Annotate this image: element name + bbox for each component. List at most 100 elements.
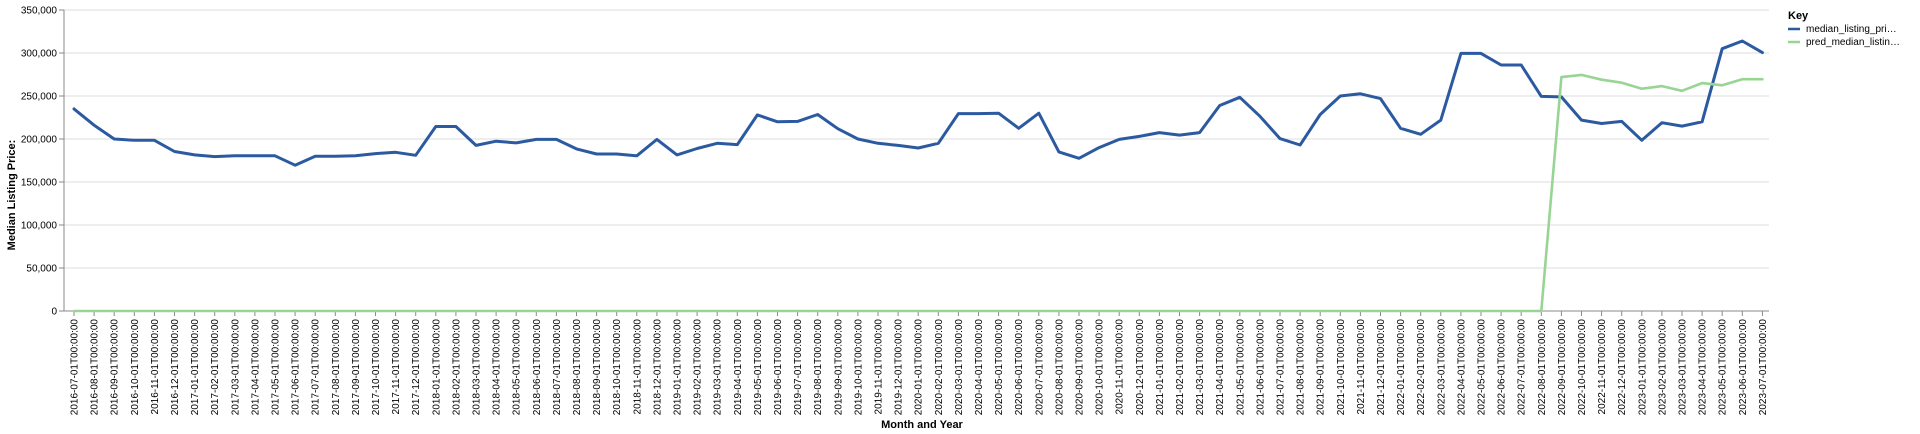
x-tick-label: 2022-08-01T00:00:00 <box>1537 319 1548 416</box>
x-tick-label: 2016-07-01T00:00:00 <box>70 319 81 416</box>
x-tick-label: 2020-04-01T00:00:00 <box>974 319 985 416</box>
x-tick-label: 2020-05-01T00:00:00 <box>994 319 1005 416</box>
x-tick-label: 2018-12-01T00:00:00 <box>652 319 663 416</box>
y-tick-label: 200,000 <box>21 135 58 146</box>
x-tick-label: 2019-07-01T00:00:00 <box>793 319 804 416</box>
y-tick-label: 300,000 <box>21 49 58 60</box>
legend-entry-label: median_listing_pri… <box>1806 24 1897 35</box>
x-tick-label: 2019-06-01T00:00:00 <box>773 319 784 416</box>
x-tick-label: 2017-06-01T00:00:00 <box>291 319 302 416</box>
x-tick-label: 2019-05-01T00:00:00 <box>753 319 764 416</box>
x-tick-label: 2017-10-01T00:00:00 <box>371 319 382 416</box>
x-tick-label: 2022-05-01T00:00:00 <box>1477 319 1488 416</box>
x-tick-label: 2019-04-01T00:00:00 <box>733 319 744 416</box>
x-tick-label: 2022-02-01T00:00:00 <box>1416 319 1427 416</box>
x-tick-label: 2021-10-01T00:00:00 <box>1336 319 1347 416</box>
x-tick-label: 2017-02-01T00:00:00 <box>210 319 221 416</box>
x-tick-label: 2018-07-01T00:00:00 <box>552 319 563 416</box>
x-tick-label: 2021-06-01T00:00:00 <box>1255 319 1266 416</box>
x-tick-label: 2020-12-01T00:00:00 <box>1135 319 1146 416</box>
x-tick-label: 2023-02-01T00:00:00 <box>1657 319 1668 416</box>
x-tick-label: 2017-12-01T00:00:00 <box>411 319 422 416</box>
x-tick-label: 2020-07-01T00:00:00 <box>1034 319 1045 416</box>
x-tick-label: 2022-04-01T00:00:00 <box>1456 319 1467 416</box>
x-tick-label: 2022-06-01T00:00:00 <box>1497 319 1508 416</box>
x-tick-label: 2019-09-01T00:00:00 <box>833 319 844 416</box>
x-tick-label: 2018-06-01T00:00:00 <box>532 319 543 416</box>
x-tick-label: 2017-05-01T00:00:00 <box>271 319 282 416</box>
y-tick-label: 100,000 <box>21 221 58 232</box>
x-tick-label: 2019-11-01T00:00:00 <box>874 319 885 415</box>
x-tick-label: 2017-07-01T00:00:00 <box>311 319 322 416</box>
x-tick-label: 2022-10-01T00:00:00 <box>1577 319 1588 416</box>
x-tick-label: 2016-12-01T00:00:00 <box>170 319 181 416</box>
y-tick-label: 150,000 <box>21 178 58 189</box>
x-tick-label: 2021-09-01T00:00:00 <box>1316 319 1327 416</box>
gridlines <box>64 9 1769 312</box>
y-tick-label: 350,000 <box>21 6 58 17</box>
x-tick-label: 2017-01-01T00:00:00 <box>190 319 201 416</box>
x-axis: 2016-07-01T00:00:00 2016-08-01T00:00:00 20… <box>64 310 1769 416</box>
x-tick-label: 2018-10-01T00:00:00 <box>612 319 623 416</box>
x-tick-label: 2023-06-01T00:00:00 <box>1738 319 1749 416</box>
x-tick-label: 2021-08-01T00:00:00 <box>1296 319 1307 416</box>
x-tick-label: 2020-08-01T00:00:00 <box>1054 319 1065 416</box>
x-tick-label: 2017-04-01T00:00:00 <box>250 319 261 416</box>
x-tick-label: 2017-09-01T00:00:00 <box>351 319 362 416</box>
x-tick-label: 2020-01-01T00:00:00 <box>914 319 925 416</box>
x-tick-label: 2021-07-01T00:00:00 <box>1276 319 1287 416</box>
x-tick-label: 2019-08-01T00:00:00 <box>813 319 824 416</box>
x-tick-label: 2016-11-01T00:00:00 <box>150 319 161 415</box>
legend-title: Key <box>1788 10 1809 22</box>
x-tick-label: 2017-03-01T00:00:00 <box>230 319 241 416</box>
x-tick-label: 2022-12-01T00:00:00 <box>1617 319 1628 416</box>
x-tick-label: 2023-03-01T00:00:00 <box>1678 319 1689 416</box>
series-lines <box>72 39 1764 313</box>
x-tick-label: 2022-09-01T00:00:00 <box>1557 319 1568 416</box>
x-tick-label: 2021-12-01T00:00:00 <box>1376 319 1387 416</box>
x-tick-label: 2021-04-01T00:00:00 <box>1215 319 1226 416</box>
x-tick-label: 2023-07-01T00:00:00 <box>1758 319 1769 416</box>
x-tick-label: 2017-08-01T00:00:00 <box>331 319 342 416</box>
x-tick-label: 2021-02-01T00:00:00 <box>1175 319 1186 416</box>
x-tick-label: 2020-09-01T00:00:00 <box>1075 319 1086 416</box>
x-tick-label: 2022-07-01T00:00:00 <box>1517 319 1528 416</box>
y-axis-title: Median Listing Price: <box>6 140 18 251</box>
x-tick-label: 2022-03-01T00:00:00 <box>1436 319 1447 416</box>
x-tick-label: 2019-01-01T00:00:00 <box>673 319 684 416</box>
x-tick-label: 2019-10-01T00:00:00 <box>853 319 864 416</box>
x-tick-label: 2020-02-01T00:00:00 <box>934 319 945 416</box>
x-tick-label: 2018-02-01T00:00:00 <box>451 319 462 416</box>
x-tick-label: 2021-01-01T00:00:00 <box>1155 319 1166 416</box>
series-line-2[interactable] <box>72 73 1764 313</box>
x-tick-label: 2023-05-01T00:00:00 <box>1718 319 1729 416</box>
x-tick-label: 2020-10-01T00:00:00 <box>1095 319 1106 416</box>
x-tick-label: 2018-01-01T00:00:00 <box>431 319 442 416</box>
x-tick-label: 2022-11-01T00:00:00 <box>1597 319 1608 415</box>
y-tick-label: 50,000 <box>26 264 57 275</box>
y-axis: 0 50,000 100,000 150,000 200,000 250,000 300,0… <box>21 6 65 318</box>
x-tick-label: 2020-03-01T00:00:00 <box>954 319 965 416</box>
x-tick-label: 2019-02-01T00:00:00 <box>693 319 704 416</box>
x-tick-label: 2019-12-01T00:00:00 <box>894 319 905 416</box>
x-axis-title: Month and Year <box>881 419 963 431</box>
legend[interactable]: Key median_listing_pri… pred_median_listi… <box>1788 10 1900 48</box>
x-tick-label: 2022-01-01T00:00:00 <box>1396 319 1407 416</box>
y-tick-label: 250,000 <box>21 92 58 103</box>
x-tick-label: 2018-05-01T00:00:00 <box>512 319 523 416</box>
x-tick-label: 2018-11-01T00:00:00 <box>632 319 643 415</box>
series-line-1[interactable] <box>72 39 1764 167</box>
x-tick-label: 2021-05-01T00:00:00 <box>1235 319 1246 416</box>
x-tick-label: 2018-04-01T00:00:00 <box>492 319 503 416</box>
y-tick-label: 0 <box>51 307 57 318</box>
x-tick-label: 2020-11-01T00:00:00 <box>1115 319 1126 415</box>
x-tick-label: 2017-11-01T00:00:00 <box>391 319 402 415</box>
x-tick-label: 2023-04-01T00:00:00 <box>1698 319 1709 416</box>
x-tick-label: 2019-03-01T00:00:00 <box>713 319 724 416</box>
x-tick-label: 2018-09-01T00:00:00 <box>592 319 603 416</box>
x-tick-label: 2021-03-01T00:00:00 <box>1195 319 1206 416</box>
x-tick-label: 2023-01-01T00:00:00 <box>1637 319 1648 416</box>
legend-entry-label: pred_median_listin… <box>1806 37 1900 48</box>
x-tick-label: 2021-11-01T00:00:00 <box>1356 319 1367 415</box>
